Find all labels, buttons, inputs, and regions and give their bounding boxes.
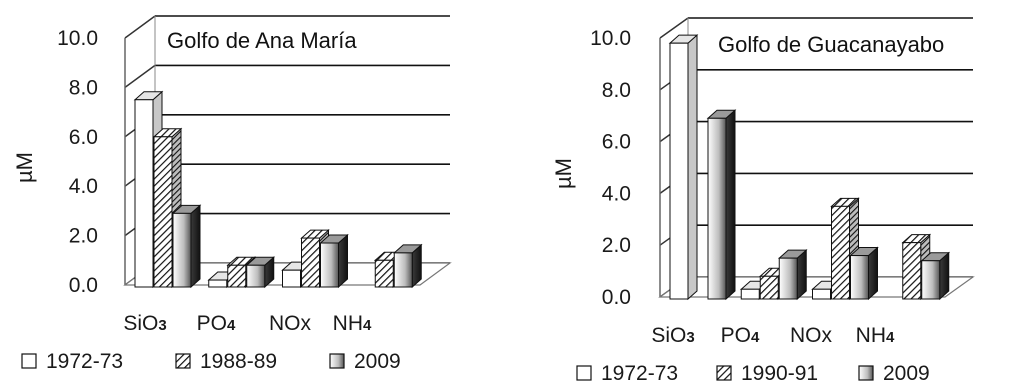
legend-item-2009: 2009 — [858, 362, 930, 385]
legend-label: 2009 — [354, 350, 401, 373]
grid-depth-line — [124, 64, 156, 89]
bar-2009-PO4 — [245, 256, 276, 289]
bar-front — [227, 264, 247, 288]
chart-title: Golfo de Ana María — [167, 28, 357, 53]
bar-front — [301, 237, 320, 288]
category-label-nh4: NH4 — [856, 324, 895, 347]
y-tick-label: 0.0 — [602, 286, 631, 309]
legend-item-1988-89: 1988-89 — [175, 350, 277, 373]
y-tick-label: 4.0 — [69, 175, 98, 198]
y-tick-label: 6.0 — [602, 131, 631, 154]
bar-2009-NH4 — [392, 243, 423, 289]
bar-front — [759, 275, 779, 300]
bar-front — [831, 205, 850, 300]
bar-front — [850, 255, 869, 300]
y-tick-label: 2.0 — [69, 225, 98, 248]
legend: 1972-73 1990-91 2009 — [576, 362, 930, 385]
chart-panel-1: 0.0 2.0 4.0 6.0 8.0 10.0 µM Golfo de Ana María S… — [12, 15, 452, 373]
legend-label: 1972-73 — [46, 350, 123, 373]
bar-2009-SiO3 — [706, 109, 737, 301]
legend-item-1972-73: 1972-73 — [21, 350, 123, 373]
bar-2009-NOx — [849, 246, 879, 301]
legend-swatch — [329, 353, 345, 369]
legend-label: 1990-91 — [741, 362, 818, 385]
legend-swatch — [716, 365, 732, 381]
legend: 1972-73 1988-89 2009 — [21, 350, 401, 373]
legend-label: 1972-73 — [601, 362, 678, 385]
bar-front — [393, 252, 413, 288]
bar-1972-73-SiO3 — [668, 34, 699, 301]
grid-depth-line — [659, 17, 689, 39]
category-label-sio3: SiO3 — [123, 312, 166, 335]
bar-front — [707, 117, 727, 300]
bar-front — [374, 259, 394, 288]
bar-front — [208, 279, 228, 288]
bar-side — [687, 34, 698, 301]
legend-swatch — [175, 353, 191, 369]
bar-side — [868, 246, 878, 301]
legend-item-1972-73: 1972-73 — [576, 362, 678, 385]
bar-2009-SiO3 — [171, 204, 202, 289]
category-label-po4: PO4 — [721, 324, 760, 347]
category-label-nox: NOx — [790, 324, 833, 347]
bar-front — [320, 242, 339, 288]
legend-label: 2009 — [883, 362, 930, 385]
category-label-sio3: SiO3 — [651, 324, 694, 347]
bar-front — [669, 42, 689, 300]
y-tick-label: 0.0 — [69, 274, 98, 297]
bar-front — [246, 264, 266, 288]
bar-side — [338, 233, 348, 289]
grid-depth-line — [124, 15, 156, 39]
legend-label: 1988-89 — [200, 350, 277, 373]
y-tick-label: 8.0 — [69, 76, 98, 99]
y-axis-label: µM — [551, 158, 576, 189]
y-tick-label: 8.0 — [602, 79, 631, 102]
bar-2009-PO4 — [777, 249, 808, 301]
chart-title: Golfo de Guacanayabo — [718, 32, 944, 57]
bar-front — [921, 260, 941, 300]
bar-front — [902, 242, 922, 300]
bar-front — [282, 269, 301, 288]
bar-front — [740, 288, 760, 300]
y-tick-label: 4.0 — [602, 182, 631, 205]
legend-swatch — [576, 365, 592, 381]
bar-front — [172, 212, 192, 288]
y-axis-label: µM — [12, 152, 37, 183]
y-tick-label: 10.0 — [590, 27, 631, 50]
legend-item-1990-91: 1990-91 — [716, 362, 818, 385]
bar-2009-NOx — [319, 233, 349, 289]
bar-front — [153, 136, 173, 288]
bar-side — [190, 204, 201, 289]
y-tick-label: 6.0 — [69, 126, 98, 149]
bar-side — [725, 109, 736, 301]
bar-front — [778, 257, 798, 300]
legend-item-2009: 2009 — [329, 350, 401, 373]
category-label-nox: NOx — [269, 312, 312, 335]
category-label-po4: PO4 — [197, 312, 236, 335]
bar-2009-NH4 — [920, 251, 951, 301]
y-tick-label: 2.0 — [602, 234, 631, 257]
chart-panel-2: 0.0 2.0 4.0 6.0 8.0 10.0 µM Golfo de Guacanayab… — [551, 17, 975, 385]
y-tick-label: 10.0 — [57, 27, 98, 50]
category-label-nh4: NH4 — [333, 312, 372, 335]
bar-front — [812, 288, 831, 300]
legend-swatch — [858, 365, 874, 381]
bar-front — [134, 99, 154, 288]
legend-swatch — [21, 353, 37, 369]
